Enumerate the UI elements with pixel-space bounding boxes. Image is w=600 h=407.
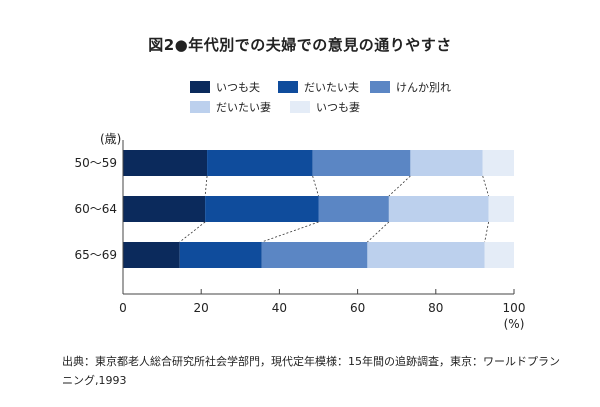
legend-item-daitai-tsuma: だいたい妻 bbox=[190, 100, 271, 114]
connector-line bbox=[388, 175, 411, 197]
y-axis-unit-label: (歳) bbox=[100, 132, 121, 146]
bar-segment-row1-series3 bbox=[312, 150, 411, 176]
connector-line bbox=[367, 221, 390, 243]
x-tick-label: 100 bbox=[503, 301, 526, 315]
bar-segment-row3-series1 bbox=[123, 242, 180, 268]
bar-segment-row3-series5 bbox=[484, 242, 514, 268]
legend-label-itsumo-otto: いつも夫 bbox=[216, 81, 260, 94]
bar-segment-row3-series4 bbox=[367, 242, 485, 268]
legend-label-daitai-otto: だいたい夫 bbox=[304, 81, 359, 94]
legend-label-itsumo-tsuma: いつも妻 bbox=[316, 101, 360, 114]
legend-swatch-daitai-otto bbox=[278, 81, 298, 93]
legend-label-daitai-tsuma: だいたい妻 bbox=[216, 101, 271, 114]
x-tick-label: 60 bbox=[350, 301, 365, 315]
legend-swatch-daitai-tsuma bbox=[190, 101, 210, 113]
bars-group bbox=[123, 150, 514, 268]
connector-line bbox=[179, 221, 206, 243]
y-tick-label: 50～59 bbox=[74, 156, 117, 170]
y-ticks-group: 50～59 60～64 65～69 bbox=[74, 156, 117, 262]
connector-lines-group bbox=[179, 175, 489, 243]
x-axis-unit-label: (%) bbox=[504, 317, 525, 331]
x-tick-label: 0 bbox=[119, 301, 127, 315]
legend-swatch-itsumo-tsuma bbox=[290, 101, 310, 113]
legend-item-itsumo-otto: いつも夫 bbox=[190, 80, 260, 94]
connector-line bbox=[484, 221, 489, 243]
bar-segment-row1-series1 bbox=[123, 150, 208, 176]
x-tick-label: 80 bbox=[428, 301, 443, 315]
stacked-bar-chart: 0 20 40 60 80 100 50～59 60～64 65～69 (歳) (%) bbox=[74, 132, 525, 331]
legend-item-itsumo-tsuma: いつも妻 bbox=[290, 100, 360, 114]
x-ticks-group: 0 20 40 60 80 100 bbox=[119, 289, 525, 315]
connector-line bbox=[204, 175, 208, 197]
bar-segment-row2-series2 bbox=[205, 196, 319, 222]
connector-line bbox=[312, 175, 319, 197]
bar-segment-row3-series2 bbox=[179, 242, 262, 268]
chart-title: 図2●年代別での夫婦での意見の通りやすさ bbox=[148, 36, 452, 54]
legend-swatch-kenka-wakare bbox=[370, 81, 390, 93]
bar-segment-row1-series5 bbox=[482, 150, 514, 176]
y-tick-label: 60～64 bbox=[74, 202, 117, 216]
bar-segment-row1-series2 bbox=[207, 150, 313, 176]
legend-swatch-itsumo-otto bbox=[190, 81, 210, 93]
bar-segment-row1-series4 bbox=[410, 150, 483, 176]
legend-item-daitai-otto: だいたい夫 bbox=[278, 80, 359, 94]
x-tick-label: 40 bbox=[272, 301, 287, 315]
source-note: 出典：東京都老人総合研究所社会学部門，現代定年模様：15年間の追跡調査，東京：ワ… bbox=[62, 355, 560, 387]
x-tick-label: 20 bbox=[194, 301, 209, 315]
connector-line bbox=[261, 221, 319, 243]
bar-segment-row2-series4 bbox=[388, 196, 489, 222]
bar-segment-row3-series3 bbox=[261, 242, 368, 268]
legend-label-kenka-wakare: けんか別れ bbox=[396, 81, 451, 94]
legend-item-kenka-wakare: けんか別れ bbox=[370, 80, 451, 94]
bar-segment-row2-series1 bbox=[123, 196, 206, 222]
y-tick-label: 65～69 bbox=[74, 248, 117, 262]
connector-line bbox=[482, 175, 489, 197]
bar-segment-row2-series5 bbox=[488, 196, 514, 222]
bar-segment-row2-series3 bbox=[318, 196, 389, 222]
